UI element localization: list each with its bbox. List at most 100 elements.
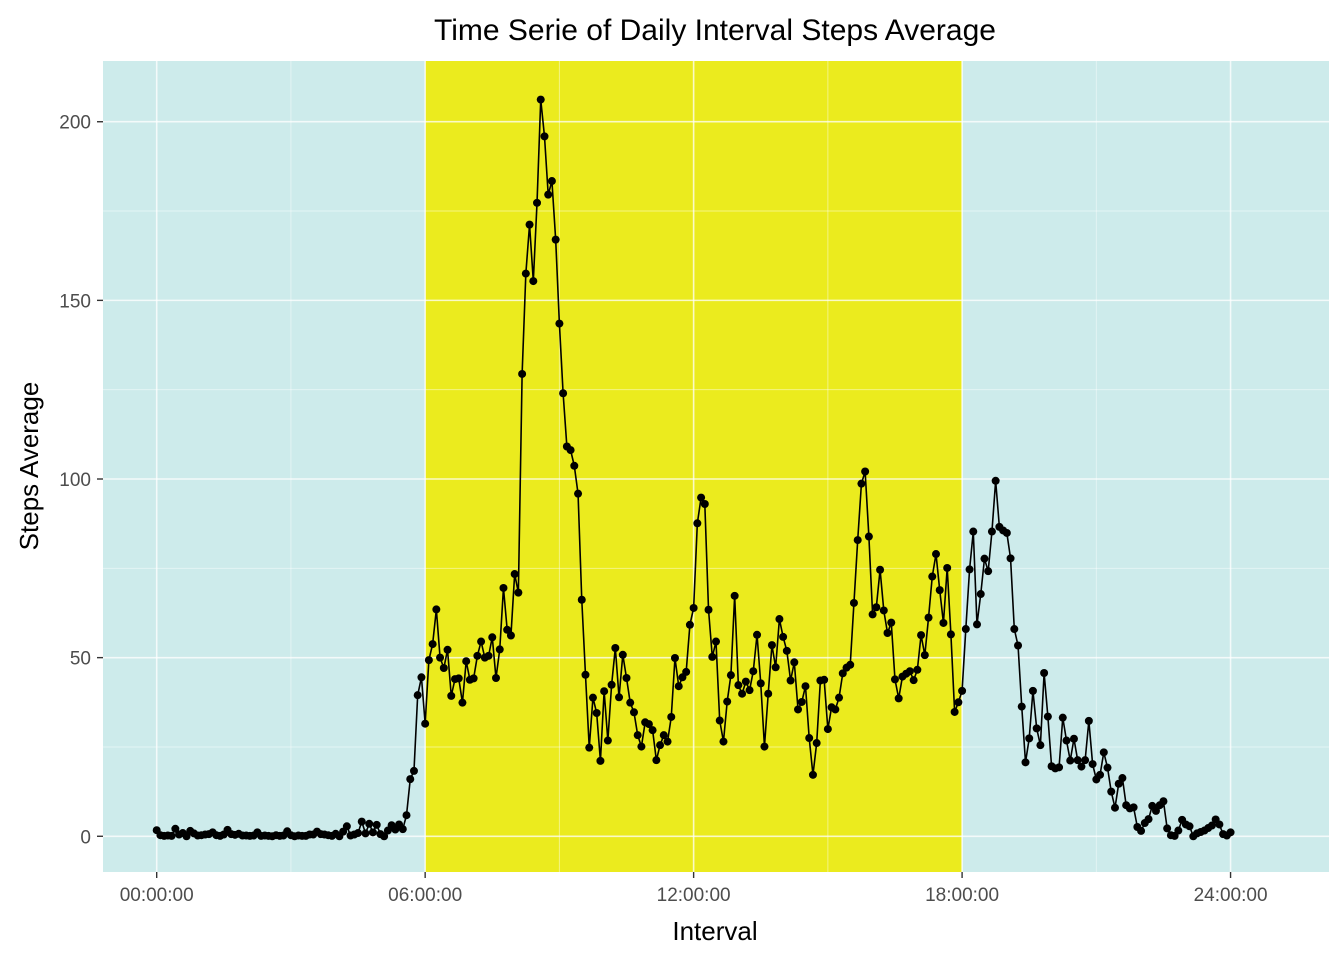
data-point xyxy=(1107,787,1116,796)
data-point xyxy=(857,479,866,488)
data-point xyxy=(943,563,952,572)
data-point xyxy=(622,674,631,683)
plot-panel xyxy=(103,61,1329,872)
data-point xyxy=(753,630,762,639)
data-point xyxy=(644,720,653,729)
data-point xyxy=(633,731,642,740)
data-point xyxy=(656,741,665,750)
data-point xyxy=(637,742,646,751)
data-point xyxy=(775,615,784,624)
x-tick-label: 24:00:00 xyxy=(1194,885,1268,906)
data-point xyxy=(823,725,832,734)
data-point xyxy=(801,682,810,691)
data-point xyxy=(547,177,556,186)
data-point xyxy=(1163,824,1172,833)
data-point xyxy=(424,656,433,665)
data-point xyxy=(607,680,616,689)
data-point xyxy=(689,603,698,612)
data-point xyxy=(1017,702,1026,711)
data-point xyxy=(894,694,903,703)
data-point xyxy=(1129,803,1138,812)
chart-title: Time Serie of Daily Interval Steps Avera… xyxy=(434,14,996,47)
data-point xyxy=(805,734,814,743)
data-point xyxy=(533,198,542,207)
data-point xyxy=(1002,528,1011,537)
data-point xyxy=(779,632,788,641)
data-point xyxy=(406,775,415,784)
data-point xyxy=(447,691,456,700)
data-point xyxy=(812,739,821,748)
data-point xyxy=(648,726,657,735)
data-point xyxy=(577,595,586,604)
data-point xyxy=(887,618,896,627)
data-point xyxy=(797,697,806,706)
data-point xyxy=(518,369,527,378)
data-point xyxy=(525,220,534,229)
data-point xyxy=(835,693,844,702)
data-point xyxy=(581,670,590,679)
data-point xyxy=(1036,741,1045,750)
data-point xyxy=(1073,756,1082,765)
data-point xyxy=(506,631,515,640)
data-point xyxy=(909,676,918,685)
data-point xyxy=(928,572,937,581)
data-point xyxy=(738,689,747,698)
data-point xyxy=(574,489,583,498)
data-point xyxy=(1174,826,1183,835)
data-point xyxy=(398,825,407,834)
data-point xyxy=(555,319,564,328)
x-tick-label: 00:00:00 xyxy=(120,885,194,906)
data-point xyxy=(1185,822,1194,831)
data-point xyxy=(838,669,847,678)
y-tick-label: 150 xyxy=(59,291,91,312)
data-point xyxy=(484,651,493,660)
data-point xyxy=(361,829,370,838)
data-point xyxy=(883,628,892,637)
y-axis-title: Steps Average xyxy=(14,382,44,551)
data-point xyxy=(570,461,579,470)
data-point xyxy=(704,605,713,614)
data-point xyxy=(935,586,944,595)
data-point xyxy=(588,693,597,702)
data-point xyxy=(674,682,683,691)
data-point xyxy=(354,829,363,838)
x-axis-title: Interval xyxy=(672,916,757,946)
data-point xyxy=(745,686,754,695)
data-point xyxy=(1114,779,1123,788)
data-point xyxy=(409,766,418,775)
data-point xyxy=(1028,686,1037,695)
data-point xyxy=(1096,770,1105,779)
data-point xyxy=(536,95,545,104)
data-point xyxy=(1010,625,1019,634)
y-tick-label: 50 xyxy=(70,649,91,670)
data-point xyxy=(585,743,594,752)
data-point xyxy=(879,606,888,615)
data-point xyxy=(868,610,877,619)
data-point xyxy=(961,625,970,634)
data-point xyxy=(402,811,411,820)
data-point xyxy=(357,817,366,826)
data-point xyxy=(771,663,780,672)
data-point xyxy=(592,709,601,718)
data-point xyxy=(734,681,743,690)
data-point xyxy=(723,697,732,706)
data-point xyxy=(499,583,508,592)
data-point xyxy=(939,618,948,627)
data-point xyxy=(932,550,941,559)
data-point xyxy=(544,190,553,199)
data-point xyxy=(920,651,929,660)
data-point xyxy=(629,708,638,717)
data-point xyxy=(566,446,575,455)
data-point xyxy=(611,643,620,652)
data-point xyxy=(794,705,803,714)
data-point xyxy=(987,527,996,536)
data-point xyxy=(831,705,840,714)
data-point xyxy=(976,590,985,599)
data-point xyxy=(1062,736,1071,745)
data-point xyxy=(693,519,702,528)
data-point xyxy=(1058,713,1067,722)
data-point xyxy=(764,689,773,698)
series-points xyxy=(152,95,1235,841)
data-point xyxy=(741,677,750,686)
